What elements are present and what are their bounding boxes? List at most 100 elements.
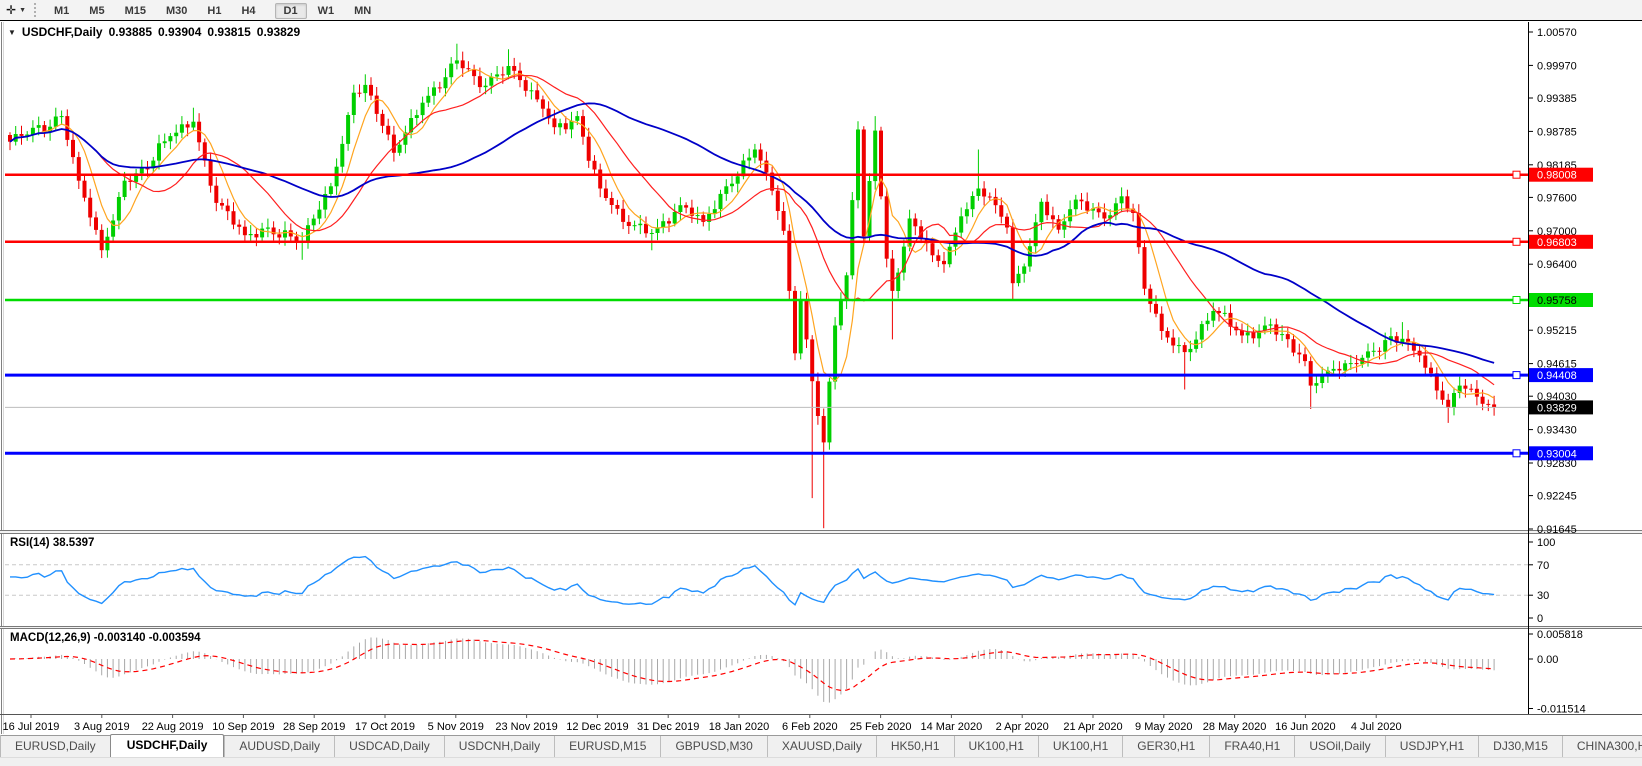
hline-0.93004[interactable] (5, 449, 1528, 458)
svg-text:14 Mar 2020: 14 Mar 2020 (921, 721, 983, 733)
ma-6-line (9, 68, 1495, 399)
price-axis[interactable]: 1.005700.999700.993850.987850.981850.976… (1528, 22, 1586, 716)
chart-tab-hk50-h1[interactable]: HK50,H1 (875, 736, 954, 757)
svg-text:0.93829: 0.93829 (1537, 402, 1577, 414)
panel-separator[interactable] (0, 530, 1642, 534)
ohlc-low: 0.93815 (207, 25, 251, 39)
timeframe-button-h1[interactable]: H1 (207, 5, 222, 17)
price-chart-canvas[interactable]: 1.005700.999700.993850.987850.981850.976… (0, 22, 1642, 735)
chart-tab-eurusd-m15[interactable]: EURUSD,M15 (554, 736, 660, 757)
svg-text:0.95215: 0.95215 (1537, 325, 1577, 337)
ohlc-open: 0.93885 (108, 25, 152, 39)
toolbar-grip[interactable] (34, 3, 39, 17)
chart-symbol-label: USDCHF,Daily (21, 25, 103, 39)
chart-tabs: EURUSD,Daily USDCHF,Daily AUDUSD,Daily USDC… (1, 734, 1642, 757)
svg-text:0.00: 0.00 (1537, 654, 1558, 666)
svg-text:0.93430: 0.93430 (1537, 425, 1577, 437)
svg-text:0.94615: 0.94615 (1537, 359, 1577, 371)
svg-text:30: 30 (1537, 590, 1549, 602)
panel-separator[interactable] (0, 626, 1642, 629)
chart-tab-eurusd-daily[interactable]: EURUSD,Daily (15, 739, 96, 753)
svg-text:3 Aug 2019: 3 Aug 2019 (74, 721, 130, 733)
svg-text:31 Dec 2019: 31 Dec 2019 (637, 721, 699, 733)
timeframe-button-h4[interactable]: H4 (241, 5, 256, 17)
svg-text:0: 0 (1537, 613, 1543, 625)
svg-text:0.91645: 0.91645 (1537, 524, 1577, 536)
svg-text:1.00570: 1.00570 (1537, 27, 1577, 39)
ma-45-line (9, 102, 1495, 364)
svg-text:16 Jun 2020: 16 Jun 2020 (1275, 721, 1336, 733)
svg-text:0.98785: 0.98785 (1537, 126, 1577, 138)
timeframe-button-mn[interactable]: MN (354, 5, 372, 17)
cursor-tool-dropdown-icon[interactable]: ▼ (19, 6, 26, 14)
hline-0.98008[interactable] (5, 170, 1528, 179)
svg-text:10 Sep 2019: 10 Sep 2019 (212, 721, 274, 733)
price-tags: 0.98008 0.96803 0.95758 0.94408 0.93004 0.938… (1529, 167, 1593, 461)
cursor-tool-button[interactable]: ✛ ▼ (0, 4, 32, 16)
chart-tab-uk100-h1[interactable]: UK100,H1 (953, 736, 1038, 757)
chart-tab-china300-h4[interactable]: CHINA300,H4 (1561, 736, 1642, 757)
svg-text:22 Aug 2019: 22 Aug 2019 (142, 721, 204, 733)
svg-text:70: 70 (1537, 560, 1549, 572)
timeframe-button-m5[interactable]: M5 (89, 5, 105, 17)
svg-text:0.97600: 0.97600 (1537, 192, 1577, 204)
cursor-tool-icon: ✛ (6, 3, 17, 17)
svg-text:0.005818: 0.005818 (1537, 629, 1583, 641)
chart-tab-uk100-h1[interactable]: UK100,H1 (1037, 736, 1122, 757)
svg-text:0.99970: 0.99970 (1537, 60, 1577, 72)
timeframe-button-w1[interactable]: W1 (317, 5, 335, 17)
chart-tab-dj30-m15[interactable]: DJ30,M15 (1478, 736, 1562, 757)
chart-window[interactable]: 1.00570 0.99970 0.99385 0.98785 0.98185 0.976… (0, 20, 1642, 735)
window-edges (1, 22, 4, 734)
hline-0.96803[interactable] (5, 237, 1528, 246)
chart-tab-usdchf-daily[interactable]: USDCHF,Daily (109, 734, 225, 757)
svg-text:16 Jul 2019: 16 Jul 2019 (3, 721, 60, 733)
timeframe-button-d1[interactable]: D1 (274, 3, 307, 19)
chart-tab-usdcnh-daily[interactable]: USDCNH,Daily (443, 736, 554, 757)
chart-tab-usdjpy-h1[interactable]: USDJPY,H1 (1384, 736, 1478, 757)
timeframe-toolbar: ✛ ▼ M1 M5 M15 M30 H1 H4 D1 W1 MN (0, 0, 1642, 20)
macd-indicator-label: MACD(12,26,9) -0.003140 -0.003594 (10, 632, 201, 644)
svg-text:4 Jul 2020: 4 Jul 2020 (1351, 721, 1402, 733)
collapse-arrow-icon[interactable]: ▼ (8, 27, 16, 37)
ma-16-line (9, 74, 1495, 386)
svg-text:0.93004: 0.93004 (1537, 448, 1577, 460)
svg-text:-0.011514: -0.011514 (1537, 704, 1586, 716)
svg-text:25 Feb 2020: 25 Feb 2020 (850, 721, 912, 733)
svg-text:17 Oct 2019: 17 Oct 2019 (355, 721, 415, 733)
svg-text:9 May 2020: 9 May 2020 (1135, 721, 1192, 733)
tabbar-lead-spacer (0, 735, 1, 757)
svg-text:0.94408: 0.94408 (1537, 370, 1577, 382)
hline-0.95758[interactable] (5, 296, 1528, 304)
svg-text:0.98008: 0.98008 (1537, 170, 1577, 182)
date-axis[interactable]: 16 Jul 2019 3 Aug 2019 22 Aug 2019 10 Sep 2… (0, 714, 1642, 733)
svg-text:12 Dec 2019: 12 Dec 2019 (566, 721, 628, 733)
svg-text:0.92245: 0.92245 (1537, 491, 1577, 503)
timeframe-button-m15[interactable]: M15 (124, 5, 146, 17)
hline-0.94408[interactable] (5, 371, 1528, 380)
ohlc-close: 0.93829 (256, 25, 301, 39)
svg-text:0.96803: 0.96803 (1537, 237, 1577, 249)
chart-tab-gbpusd-m30[interactable]: GBPUSD,M30 (660, 736, 766, 757)
svg-text:28 May 2020: 28 May 2020 (1203, 721, 1267, 733)
macd-panel (9, 637, 1495, 703)
svg-text:23 Nov 2019: 23 Nov 2019 (495, 721, 557, 733)
svg-text:18 Jan 2020: 18 Jan 2020 (709, 721, 770, 733)
chart-tab-usoil-daily[interactable]: USOil,Daily (1294, 736, 1384, 757)
svg-text:5 Nov 2019: 5 Nov 2019 (428, 721, 484, 733)
svg-text:0.99385: 0.99385 (1537, 93, 1577, 105)
chart-tab-xauusd-daily[interactable]: XAUUSD,Daily (766, 736, 876, 757)
svg-text:28 Sep 2019: 28 Sep 2019 (283, 721, 345, 733)
rsi-panel (5, 555, 1528, 606)
chart-tab-ger30-h1[interactable]: GER30,H1 (1122, 736, 1209, 757)
timeframe-button-m30[interactable]: M30 (165, 5, 188, 17)
svg-text:0.95758: 0.95758 (1537, 295, 1577, 307)
svg-text:0.96400: 0.96400 (1537, 259, 1577, 271)
svg-text:0.92830: 0.92830 (1537, 458, 1577, 470)
chart-tab-fra40-h1[interactable]: FRA40,H1 (1209, 736, 1294, 757)
chart-tab-usdcad-daily[interactable]: USDCAD,Daily (334, 736, 444, 757)
chart-tab-audusd-daily[interactable]: AUDUSD,Daily (224, 736, 334, 757)
timeframe-button-m1[interactable]: M1 (54, 5, 70, 17)
candles-layer (8, 43, 1497, 529)
